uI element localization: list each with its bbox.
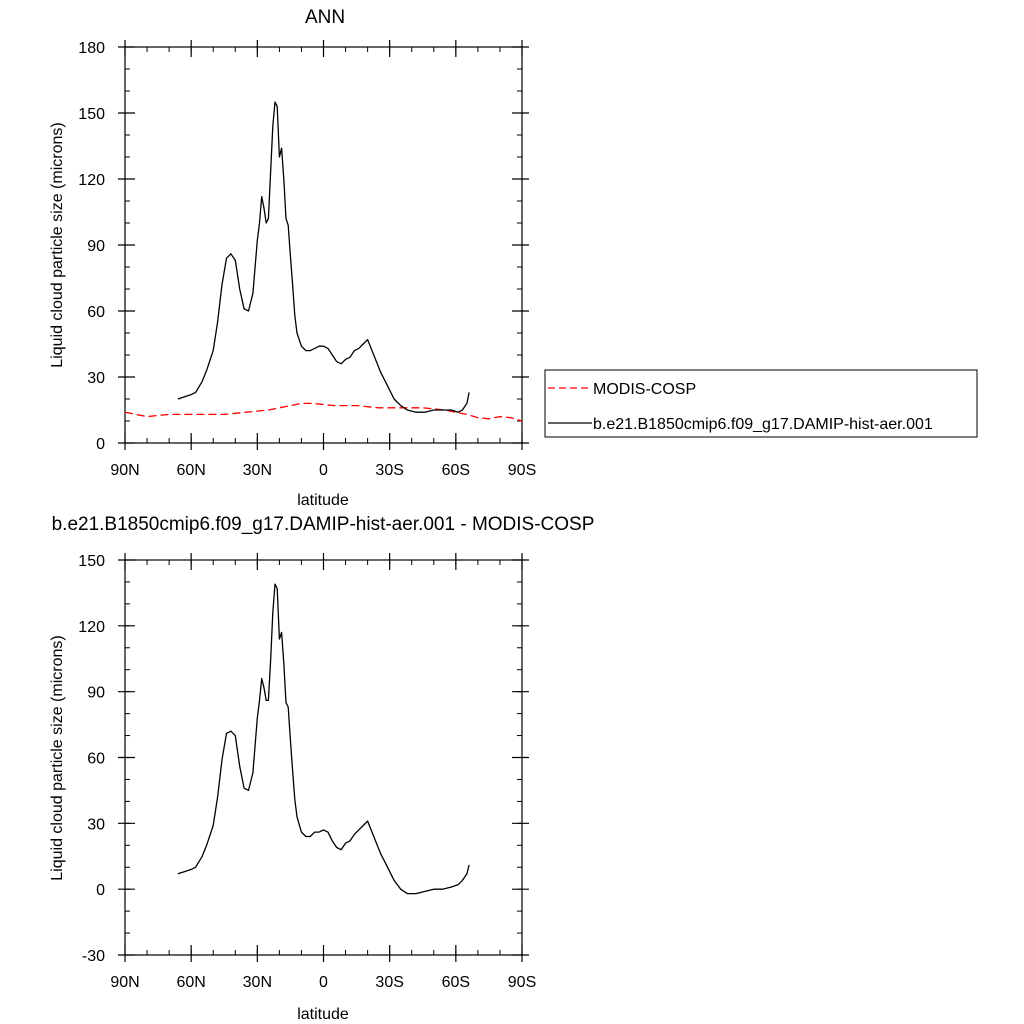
bottom-x-tick-label: 30S	[375, 974, 403, 991]
legend-label-modis: MODIS-COSP	[593, 381, 696, 398]
bottom-series-line-difference	[177, 583, 470, 895]
top-series-line-model	[177, 101, 470, 413]
top-plot-frame	[124, 46, 523, 444]
top-y-tick-label: 120	[78, 172, 105, 189]
top-x-tick-label: 90N	[110, 462, 139, 479]
top-y-tick-label: 90	[87, 238, 105, 255]
bottom-y-axis-label: Liquid cloud particle size (microns)	[49, 635, 66, 880]
bottom-plot-frame	[124, 559, 523, 956]
bottom-y-tick-label: 90	[87, 685, 105, 702]
top-x-tick-label: 30S	[375, 462, 403, 479]
legend: MODIS-COSP b.e21.B1850cmip6.f09_g17.DAMI…	[544, 369, 978, 438]
bottom-y-tick-label: 0	[96, 882, 105, 899]
top-y-tick-label: 0	[96, 436, 105, 453]
top-x-tick-label: 60N	[176, 462, 205, 479]
bottom-x-tick-label: 60S	[442, 974, 470, 991]
top-y-tick-label: 150	[78, 106, 105, 123]
top-x-axis-label: latitude	[297, 492, 349, 509]
legend-label-model: b.e21.B1850cmip6.f09_g17.DAMIP-hist-aer.…	[593, 416, 933, 433]
top-x-tick-label: 0	[319, 462, 328, 479]
top-x-tick-label: 60S	[442, 462, 470, 479]
bottom-y-tick-label: 150	[78, 553, 105, 570]
bottom-x-tick-label: 60N	[176, 974, 205, 991]
bottom-y-tick-label: -30	[82, 948, 105, 965]
bottom-panel: b.e21.B1850cmip6.f09_g17.DAMIP-hist-aer.…	[49, 514, 594, 1023]
top-panel: ANN latitude Liquid cloud particle size …	[49, 7, 536, 509]
top-y-tick-label: 30	[87, 370, 105, 387]
top-series-line-modis-cosp	[124, 402, 523, 422]
bottom-x-tick-label: 30N	[243, 974, 272, 991]
legend-box	[544, 369, 978, 438]
bottom-x-tick-label: 90N	[110, 974, 139, 991]
top-x-tick-label: 90S	[508, 462, 536, 479]
top-y-axis-label: Liquid cloud particle size (microns)	[49, 122, 66, 367]
bottom-chart-title: b.e21.B1850cmip6.f09_g17.DAMIP-hist-aer.…	[52, 514, 595, 535]
bottom-x-tick-label: 90S	[508, 974, 536, 991]
bottom-y-tick-label: 30	[87, 816, 105, 833]
top-y-tick-label: 180	[78, 40, 105, 57]
top-chart-title: ANN	[305, 7, 345, 28]
top-y-tick-label: 60	[87, 304, 105, 321]
bottom-x-axis-label: latitude	[297, 1006, 349, 1023]
bottom-x-tick-label: 0	[319, 974, 328, 991]
top-x-tick-label: 30N	[243, 462, 272, 479]
bottom-y-tick-label: 120	[78, 619, 105, 636]
bottom-y-tick-label: 60	[87, 751, 105, 768]
